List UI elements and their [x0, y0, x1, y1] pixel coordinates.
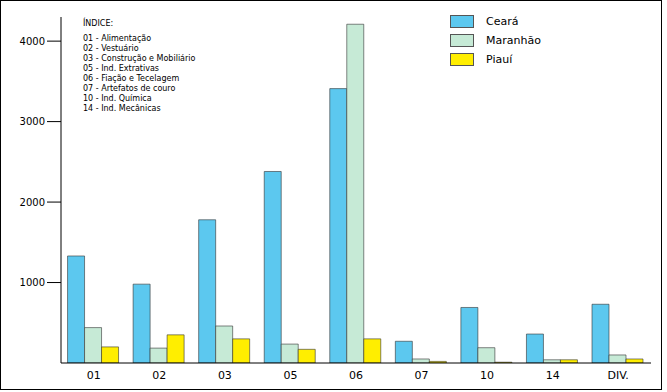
html-text:Maranhão: Maranhão [486, 34, 541, 47]
html-text:07 - Artefatos de couro: 07 - Artefatos de couro [83, 84, 176, 93]
svg-text:DIV.: DIV. [608, 369, 629, 382]
svg-text:02: 02 [152, 369, 166, 382]
html-text:03 - Construção e Mobiliário: 03 - Construção e Mobiliário [83, 54, 196, 63]
svg-text:06: 06 [349, 369, 363, 382]
svg-text:07: 07 [415, 369, 429, 382]
svg-text:03: 03 [218, 369, 232, 382]
svg-text:1000: 1000 [20, 277, 45, 288]
html-text:14 - Ind. Mecânicas: 14 - Ind. Mecânicas [83, 104, 161, 113]
html-text:Piauí: Piauí [486, 53, 513, 66]
svg-text:10: 10 [480, 369, 494, 382]
svg-text:01: 01 [87, 369, 101, 382]
html-text:05 - Ind. Extrativas: 05 - Ind. Extrativas [83, 64, 159, 73]
svg-text:4000: 4000 [20, 36, 45, 47]
svg-text:14: 14 [546, 369, 560, 382]
html-text:06 - Fiação e Tecelagem: 06 - Fiação e Tecelagem [83, 74, 180, 83]
html-text:Ceará: Ceará [486, 15, 519, 28]
svg-text:3000: 3000 [20, 116, 45, 127]
svg-text:2000: 2000 [20, 197, 45, 208]
html-text:02 - Vestuário: 02 - Vestuário [83, 44, 139, 53]
html-text:01 - Alimentação: 01 - Alimentação [83, 34, 152, 43]
html-text:10 - Ind. Química: 10 - Ind. Química [83, 94, 152, 103]
html-text:ÍNDICE:: ÍNDICE: [83, 19, 114, 28]
svg-text:05: 05 [283, 369, 297, 382]
